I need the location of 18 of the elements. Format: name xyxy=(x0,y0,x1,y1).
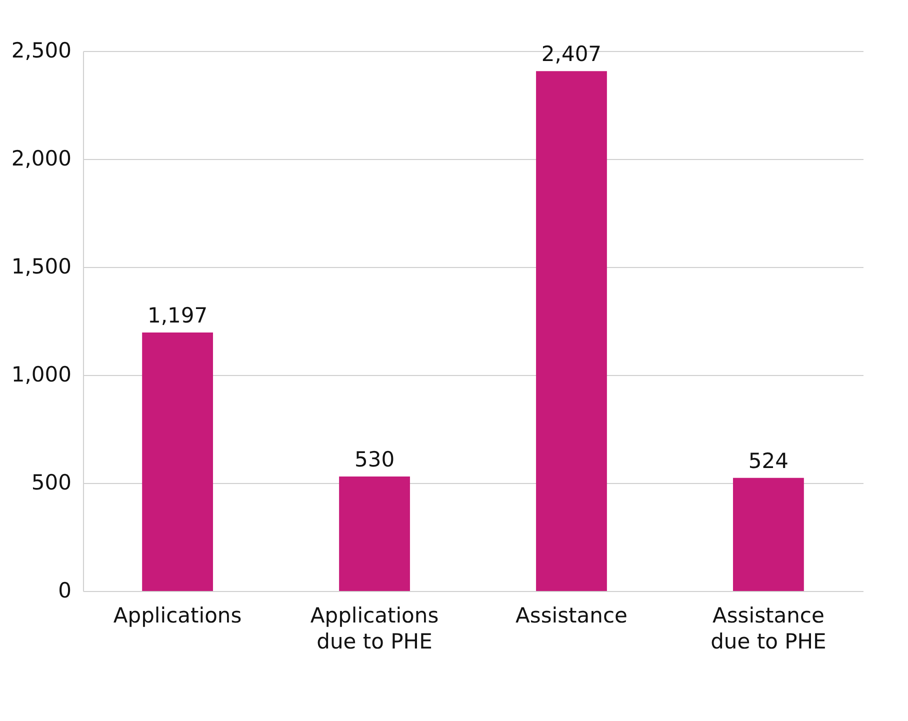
data-label: 524 xyxy=(748,448,788,473)
y-tick-label: 0 xyxy=(58,578,72,602)
x-tick-label: Applications due to PHE xyxy=(310,604,439,654)
bar xyxy=(339,476,410,591)
bar xyxy=(536,71,607,591)
x-tick-label: Applications xyxy=(113,604,242,628)
y-tick-label: 1,000 xyxy=(11,362,72,386)
x-tick-label: Assistance xyxy=(516,604,628,628)
y-tick-label: 500 xyxy=(31,470,72,494)
y-tick-label: 1,500 xyxy=(11,254,72,278)
x-tick-label: Assistance due to PHE xyxy=(710,604,826,654)
y-tick-label: 2,500 xyxy=(11,38,72,62)
data-label: 2,407 xyxy=(541,42,602,66)
data-label: 530 xyxy=(354,448,395,472)
y-tick-label: 2,000 xyxy=(11,146,72,170)
data-label: 1,197 xyxy=(147,303,208,328)
bar xyxy=(733,478,804,591)
bar xyxy=(142,332,213,591)
